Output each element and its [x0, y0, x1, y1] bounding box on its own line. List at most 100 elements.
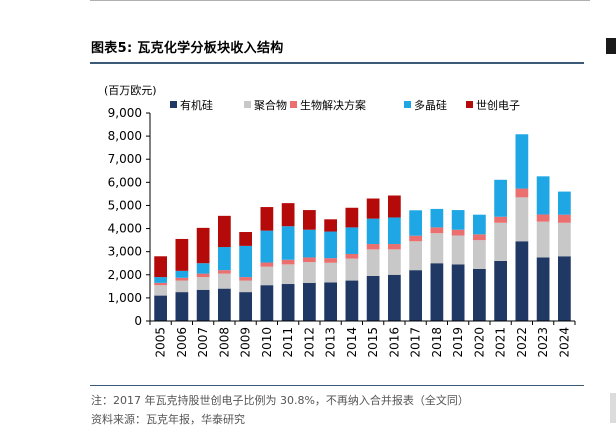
y-tick-label: 7,000: [108, 152, 142, 166]
chart-legend: 有机硅 聚合物 生物解决方案 多晶硅 世创电子: [170, 98, 520, 112]
bar-segment-silicones: [324, 282, 337, 321]
bar-segment-polysilicon: [515, 134, 529, 189]
x-tick-label: 2024: [557, 327, 571, 358]
y-tick-label: 8,000: [108, 129, 142, 143]
bar-segment-biosolutions: [473, 234, 486, 241]
bar-segment-polymers: [494, 222, 507, 261]
bar-segment-biosolutions: [218, 270, 231, 274]
title-rule: [90, 62, 584, 64]
top-border-line: [90, 0, 590, 1]
footnote: 注：2017 年瓦克持股世创电子比例为 30.8%，不再纳入合并报表（全文同）: [91, 394, 469, 407]
bar-segment-siltronic: [303, 210, 316, 230]
bar-segment-polysilicon: [154, 277, 167, 283]
bar-segment-biosolutions: [196, 273, 210, 278]
bar-segment-silicones: [196, 289, 210, 321]
bar-segment-polymers: [324, 262, 337, 283]
x-axis: 2005 2006 2007 2008 2009 2010 2011 2012 2013 2014…: [149, 320, 576, 358]
bar-segment-biosolutions: [303, 257, 316, 263]
bar-segment-polymers: [345, 258, 359, 281]
bar-segment-polysilicon: [558, 191, 571, 215]
bar-segment-polymers: [366, 249, 380, 276]
footer-rule: [90, 385, 584, 386]
bar-segment-polymers: [175, 280, 189, 293]
bar-segment-biosolutions: [536, 214, 550, 222]
bar-segment-silicones: [218, 288, 231, 321]
bar-segment-polymers: [558, 222, 571, 257]
bar-segment-polymers: [430, 233, 444, 264]
x-tick-label: 2014: [345, 327, 359, 358]
bar-segment-biosolutions: [281, 259, 295, 265]
bar-segment-polymers: [515, 197, 529, 242]
bar-segment-silicones: [536, 257, 550, 321]
x-tick-label: 2010: [260, 327, 274, 358]
x-tick-label: 2006: [175, 327, 189, 358]
bar-segment-polymers: [451, 235, 465, 265]
bar-segment-polymers: [536, 221, 550, 258]
x-tick-label: 2008: [217, 327, 231, 358]
y-tick-label: 9,000: [108, 106, 142, 120]
bar-segment-polysilicon: [451, 210, 465, 230]
bar-segment-polysilicon: [196, 263, 210, 274]
x-tick-label: 2023: [536, 327, 550, 358]
bar-segment-silicones: [558, 256, 571, 321]
bar-segment-polysilicon: [175, 270, 189, 278]
y-tick-label: 0: [134, 314, 142, 328]
bar-segment-silicones: [451, 264, 465, 321]
x-tick-label: 2016: [387, 327, 401, 358]
x-tick-label: 2021: [494, 327, 508, 358]
bar-segment-polymers: [473, 240, 486, 269]
bar-segment-polysilicon: [281, 226, 295, 260]
x-tick-label: 2015: [366, 327, 380, 358]
x-tick-label: 2013: [324, 327, 338, 358]
bar-segment-biosolutions: [260, 262, 274, 267]
bar-segment-silicones: [260, 285, 274, 321]
figure-title: 图表5: 瓦克化学分板块收入结构: [91, 41, 284, 56]
bar-segment-biosolutions: [515, 188, 529, 198]
bar-segment-siltronic: [281, 203, 295, 227]
source-line: 资料来源：瓦克年报，华泰研究: [91, 413, 245, 426]
bar-segment-siltronic: [388, 195, 401, 218]
bar-segment-silicones: [239, 292, 252, 321]
legend-swatch-silicones: [170, 101, 177, 108]
legend-swatch-polysilicon: [404, 101, 411, 108]
bar-segment-siltronic: [324, 219, 337, 232]
legend-label: 有机硅: [180, 98, 213, 112]
bar-segment-polysilicon: [303, 229, 316, 258]
bar-segment-polysilicon: [366, 218, 380, 245]
bar-segment-biosolutions: [324, 258, 337, 263]
bar-segment-silicones: [303, 282, 316, 321]
bar-segment-polysilicon: [324, 231, 337, 259]
y-tick-label: 6,000: [108, 175, 142, 189]
y-tick-label: 4,000: [108, 222, 142, 236]
bar-segment-polymers: [218, 273, 231, 289]
bar-segment-silicones: [430, 263, 444, 321]
bar-segment-biosolutions: [451, 229, 465, 236]
bar-segment-siltronic: [154, 256, 167, 278]
bar-segment-polymers: [388, 249, 401, 275]
y-tick-label: 2,000: [108, 268, 142, 282]
bar-segment-polymers: [239, 280, 252, 293]
bar-segment-silicones: [388, 274, 401, 321]
legend-label: 聚合物: [254, 98, 287, 112]
x-tick-label: 2020: [472, 327, 486, 358]
bar-segment-polysilicon: [473, 214, 486, 235]
x-tick-label: 2005: [154, 327, 168, 358]
bar-segment-silicones: [515, 241, 529, 321]
x-tick-label: 2011: [281, 327, 295, 358]
x-tick-label: 2018: [430, 327, 444, 358]
bar-segment-biosolutions: [558, 214, 571, 223]
y-tick-label: 3,000: [108, 245, 142, 259]
legend-swatch-siltronic: [466, 101, 473, 108]
legend-label: 生物解决方案: [300, 98, 366, 112]
y-axis-unit-label: (百万欧元): [104, 84, 157, 97]
adjacent-text-fragment: [610, 393, 616, 423]
legend-label: 多晶硅: [414, 98, 447, 112]
bar-segment-siltronic: [345, 207, 359, 228]
bar-segment-polymers: [409, 241, 422, 271]
bar-segment-polymers: [196, 277, 210, 290]
bar-segment-polysilicon: [239, 245, 252, 278]
bar-segment-polysilicon: [536, 176, 550, 215]
bar-segment-polysilicon: [494, 179, 507, 217]
bar-segment-biosolutions: [430, 227, 444, 234]
